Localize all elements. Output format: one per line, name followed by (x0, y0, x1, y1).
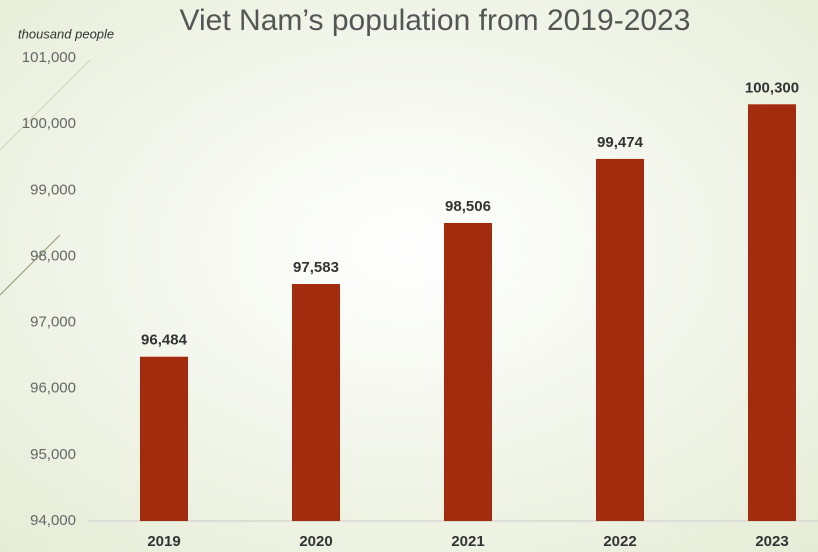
value-label: 99,474 (597, 134, 644, 151)
y-tick-label: 101,000 (22, 49, 76, 66)
x-tick-label: 2022 (603, 533, 636, 550)
y-tick-label: 96,000 (30, 380, 76, 397)
y-tick-label: 97,000 (30, 314, 76, 331)
y-tick-label: 98,000 (30, 247, 76, 264)
y-tick-label: 94,000 (30, 512, 76, 529)
chart-title: Viet Nam’s population from 2019-2023 (180, 4, 691, 37)
y-axis-label: thousand people (18, 26, 114, 41)
y-tick-label: 95,000 (30, 446, 76, 463)
bar (444, 222, 492, 522)
y-tick-label: 100,000 (22, 115, 76, 132)
decoration (0, 59, 91, 151)
value-label: 96,484 (141, 332, 188, 349)
value-label: 97,583 (293, 259, 339, 276)
x-tick-label: 2019 (147, 533, 180, 550)
y-tick-label: 99,000 (30, 181, 76, 198)
value-label: 100,300 (745, 79, 799, 96)
x-tick-label: 2023 (755, 533, 788, 550)
decoration (0, 234, 61, 296)
bar (748, 104, 796, 522)
value-label: 98,506 (445, 198, 491, 215)
bar (140, 356, 188, 521)
bar (596, 158, 644, 521)
x-tick-label: 2021 (451, 533, 484, 550)
bar (292, 284, 340, 521)
x-tick-label: 2020 (299, 533, 332, 550)
